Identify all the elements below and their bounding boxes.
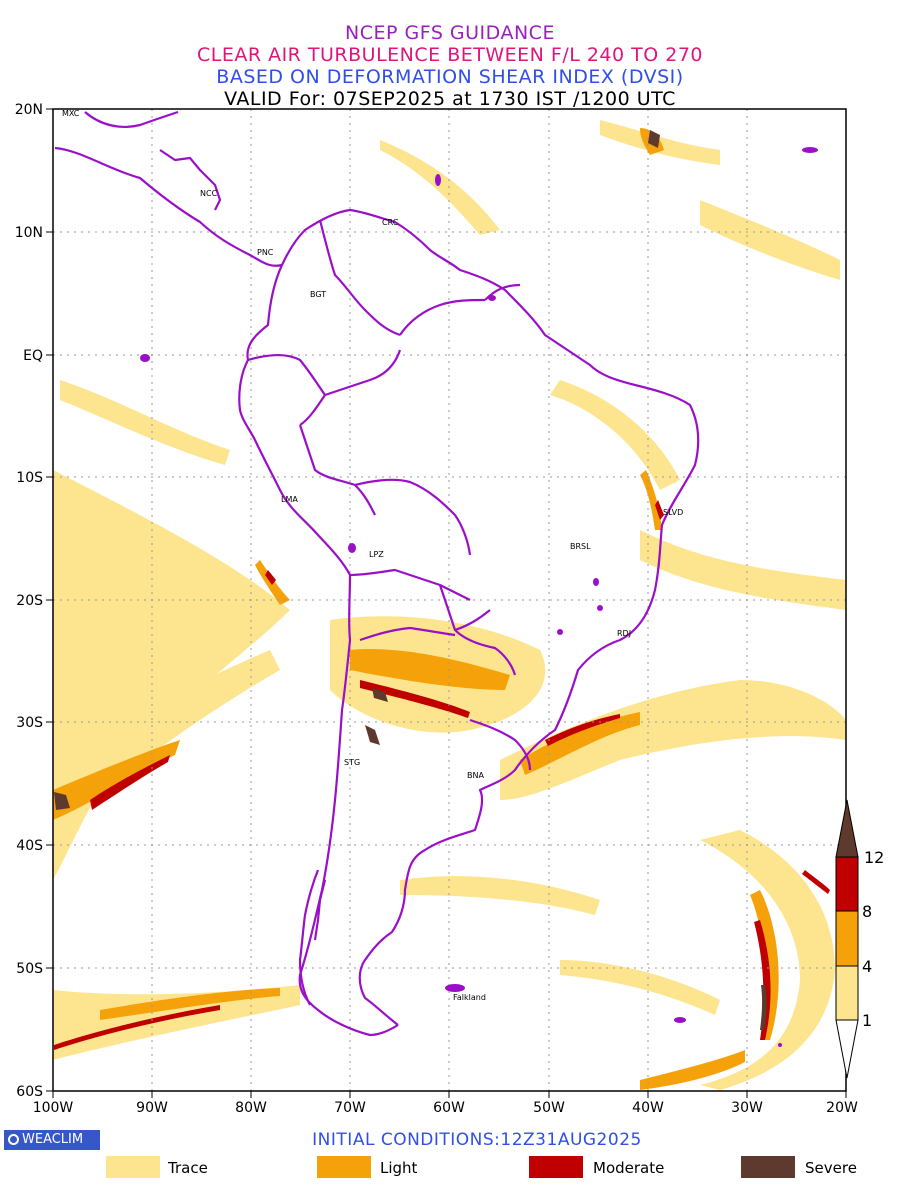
legend-swatch <box>106 1156 160 1178</box>
lon-tick-label: 60W <box>433 1100 465 1116</box>
lat-tick-label: 40S <box>16 838 43 854</box>
city-label: CRC <box>382 218 399 227</box>
lat-tick-label: 30S <box>16 715 43 731</box>
colorbar-label: 12 <box>864 848 884 867</box>
city-label: SLVD <box>663 508 683 517</box>
title-line-2: CLEAR AIR TURBULENCE BETWEEN F/L 240 TO … <box>196 44 704 66</box>
legend-swatch <box>317 1156 371 1178</box>
city-label: BNA <box>467 771 484 780</box>
city-label: BGT <box>310 290 326 299</box>
city-label: MXC <box>62 109 80 118</box>
lon-tick-label: 30W <box>731 1100 763 1116</box>
title-line-4: VALID For: 07SEP2025 at 1730 IST /1200 U… <box>224 88 676 110</box>
lon-tick-label: 100W <box>33 1100 74 1116</box>
colorbar-moderate <box>835 856 859 912</box>
city-label: LMA <box>281 495 298 504</box>
city-label: Falkland <box>453 993 486 1002</box>
logo-text: WEACLIM <box>22 1132 84 1147</box>
colorbar-none <box>835 1019 859 1079</box>
legend-label: Light <box>380 1159 418 1177</box>
colorbar-trace <box>835 965 859 1021</box>
title-line-3: BASED ON DEFORMATION SHEAR INDEX (DVSI) <box>216 66 684 88</box>
city-label: BRSL <box>570 542 591 551</box>
city-label: RDJ <box>617 629 631 638</box>
lat-tick-label: 20S <box>16 593 43 609</box>
logo-ring-icon <box>8 1134 19 1145</box>
lat-axis: 20N 10N EQ 10S 20S 30S 40S 50S 60S <box>15 102 53 1100</box>
legend-label: Moderate <box>593 1159 665 1177</box>
colorbar-label: 1 <box>862 1011 872 1030</box>
colorbar: 12 8 4 1 <box>835 799 884 1079</box>
lon-tick-label: 80W <box>235 1100 267 1116</box>
lat-tick-label: 60S <box>16 1084 43 1100</box>
severe-shading <box>54 130 767 1030</box>
lon-tick-label: 20W <box>826 1100 858 1116</box>
initial-conditions: INITIAL CONDITIONS:12Z31AUG2025 <box>312 1130 642 1150</box>
title-line-1: NCEP GFS GUIDANCE <box>345 22 555 44</box>
city-labels: MXC NCC CRC PNC BGT LMA LPZ BRSL SLVD RD… <box>62 109 683 1002</box>
light-shading <box>53 128 779 1090</box>
lat-tick-label: 10N <box>15 225 43 241</box>
lon-tick-label: 40W <box>632 1100 664 1116</box>
city-label: STG <box>344 758 360 767</box>
city-label: NCC <box>200 189 218 198</box>
legend-swatch <box>741 1156 795 1178</box>
weaclim-logo: WEACLIM <box>4 1130 100 1150</box>
lat-tick-label: 20N <box>15 102 43 118</box>
country-borders <box>54 110 700 1037</box>
city-label: LPZ <box>369 550 384 559</box>
colorbar-light <box>835 910 859 967</box>
legend-label: Severe <box>805 1159 857 1177</box>
colorbar-label: 4 <box>862 957 872 976</box>
lat-tick-label: 50S <box>16 961 43 977</box>
moderate-shading <box>54 500 830 1050</box>
lat-tick-label: EQ <box>23 348 43 364</box>
colorbar-label: 8 <box>862 902 872 921</box>
lat-tick-label: 10S <box>16 470 43 486</box>
lon-axis: 100W 90W 80W 70W 60W 50W 40W 30W 20W <box>33 1091 858 1116</box>
map-area <box>52 108 847 1092</box>
legend-swatch <box>529 1156 583 1178</box>
lon-tick-label: 50W <box>533 1100 565 1116</box>
lon-tick-label: 70W <box>334 1100 366 1116</box>
city-label: PNC <box>257 248 274 257</box>
legend-label: Trace <box>168 1159 208 1177</box>
islands <box>140 147 818 1047</box>
lon-tick-label: 90W <box>136 1100 168 1116</box>
